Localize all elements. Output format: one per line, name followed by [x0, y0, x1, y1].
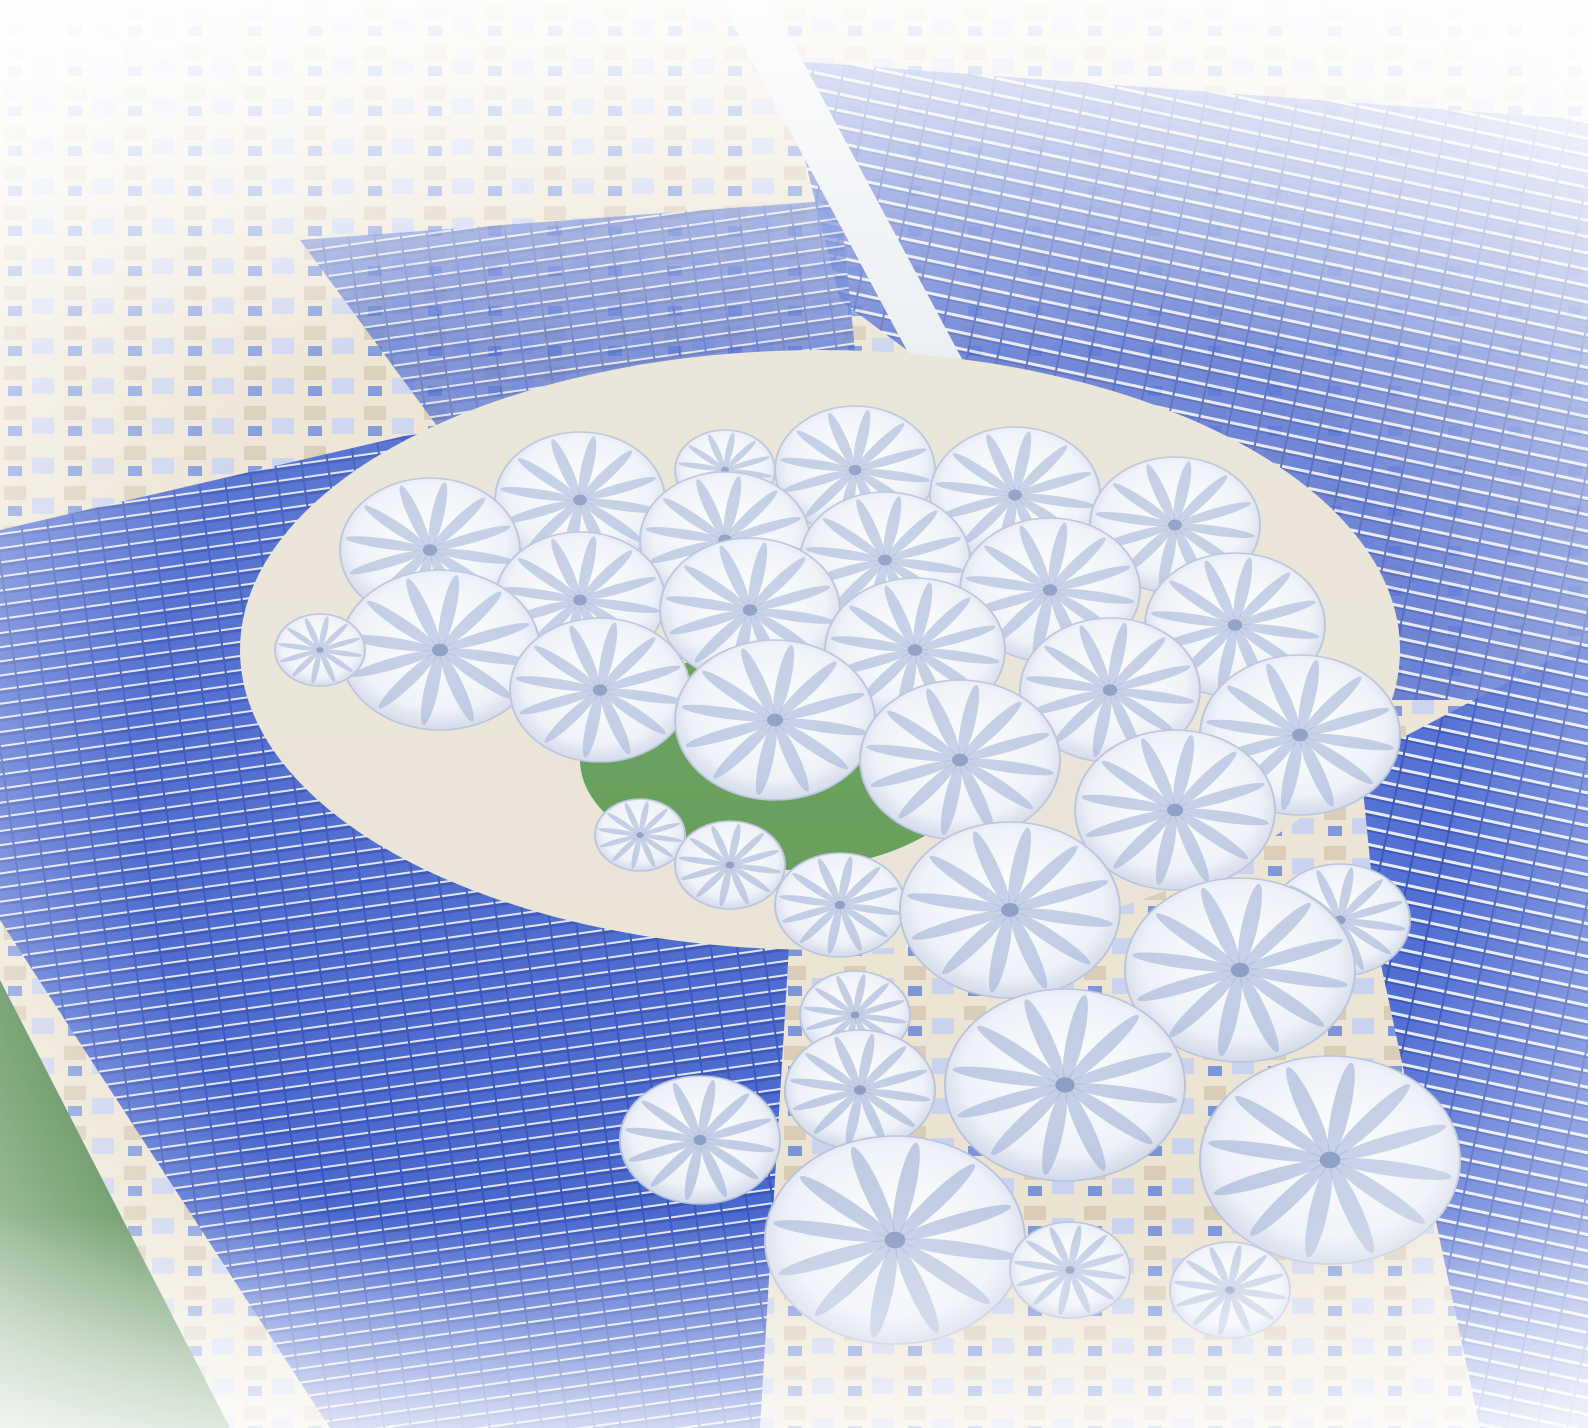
page: (() => { const data = JSON.parse(documen…	[0, 0, 1588, 1428]
top-fade	[0, 0, 1588, 1428]
aerial-rendering	[0, 0, 1588, 1428]
